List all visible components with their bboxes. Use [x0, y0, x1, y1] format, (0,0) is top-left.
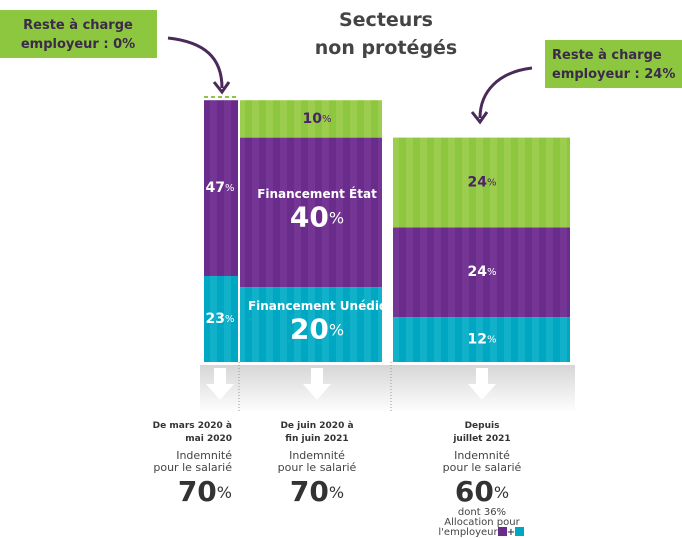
note-line: dont 36% — [458, 507, 506, 518]
unit: % — [329, 483, 344, 502]
callout: Reste à charge employeur : 24% — [552, 48, 675, 82]
segment — [240, 100, 382, 138]
callout-box — [545, 40, 682, 88]
indemnity-line: Indemnité — [289, 449, 345, 462]
arrows — [206, 368, 496, 400]
value: 70 — [178, 475, 217, 508]
segment-label: 20% — [290, 313, 344, 346]
callout: Reste à charge employeur : 0% — [21, 18, 135, 52]
unit: % — [225, 314, 235, 325]
swatch-teal — [515, 527, 524, 536]
value: 70 — [290, 475, 329, 508]
unit: % — [322, 114, 332, 125]
value: 47 — [206, 180, 225, 196]
title: Secteurs non protégés — [315, 9, 458, 59]
period: Depuis juillet 2021 — [452, 421, 510, 444]
band — [200, 365, 575, 413]
value: 60 — [455, 475, 494, 508]
unit: % — [225, 183, 235, 194]
segment — [240, 287, 382, 362]
segment — [204, 100, 238, 276]
segment — [240, 137, 382, 288]
indemnity-line: pour le salarié — [443, 461, 522, 474]
segment-label: 12% — [468, 332, 497, 348]
value: 20 — [290, 313, 329, 346]
unit: % — [487, 267, 497, 278]
period: De mars 2020 à mai 2020 — [153, 421, 232, 444]
segment-label: 47% — [206, 180, 235, 196]
indemnity: Indemnité pour le salarié — [443, 449, 522, 474]
period-line: De mars 2020 à — [153, 421, 232, 431]
indemnity: Indemnité pour le salarié — [153, 449, 232, 474]
period-line: juillet 2021 — [452, 434, 510, 444]
swatch-purple — [498, 527, 507, 536]
segment-label: 24% — [468, 264, 497, 280]
unit: % — [487, 177, 497, 188]
callout-box — [0, 10, 157, 58]
value: 40 — [290, 200, 329, 233]
segment-caption: Financement État — [257, 186, 377, 201]
period-line: De juin 2020 à — [280, 421, 353, 431]
period-line: mai 2020 — [185, 434, 232, 444]
period-line: fin juin 2021 — [285, 434, 348, 444]
segment — [204, 275, 238, 362]
note-line: l'employeur — [438, 527, 498, 538]
value: 24 — [468, 264, 488, 280]
callout-arrowhead — [212, 81, 231, 95]
callout-arrowhead — [470, 111, 489, 125]
indemnity-line: pour le salarié — [278, 461, 357, 474]
unit: % — [494, 483, 509, 502]
period: De juin 2020 à fin juin 2021 — [280, 421, 353, 444]
value: 23 — [206, 311, 225, 327]
indemnity-line: Indemnité — [454, 449, 510, 462]
indemnity: Indemnité pour le salarié — [278, 449, 357, 474]
value: 24 — [468, 174, 488, 190]
segment-label: 24% — [468, 174, 497, 190]
note-line: Allocation pour — [444, 517, 520, 528]
callout-arrow — [478, 66, 533, 119]
value: 10 — [303, 111, 323, 127]
segment — [393, 137, 570, 228]
value: 12 — [468, 332, 487, 348]
segment-caption: Financement Unédic — [248, 299, 386, 313]
segment-label: 23% — [206, 311, 235, 327]
notes: dont 36% Allocation pour l'employeur — [438, 507, 520, 538]
unit: % — [329, 320, 344, 339]
unit: % — [329, 208, 344, 227]
unit: % — [487, 335, 497, 346]
plus: + — [507, 527, 515, 538]
segment — [393, 317, 570, 362]
indemnity-value: 70% — [178, 475, 232, 508]
callout-arrow — [167, 36, 224, 89]
indemnity-line: Indemnité — [176, 449, 232, 462]
unit: % — [217, 483, 232, 502]
segment-label: 40% — [290, 200, 344, 233]
indemnity-line: pour le salarié — [153, 461, 232, 474]
indemnity-value: 70% — [290, 475, 344, 508]
period-line: Depuis — [465, 421, 500, 431]
segment — [393, 227, 570, 318]
indemnity-value: 60% — [455, 475, 509, 508]
segment-label: 10% — [303, 111, 332, 127]
